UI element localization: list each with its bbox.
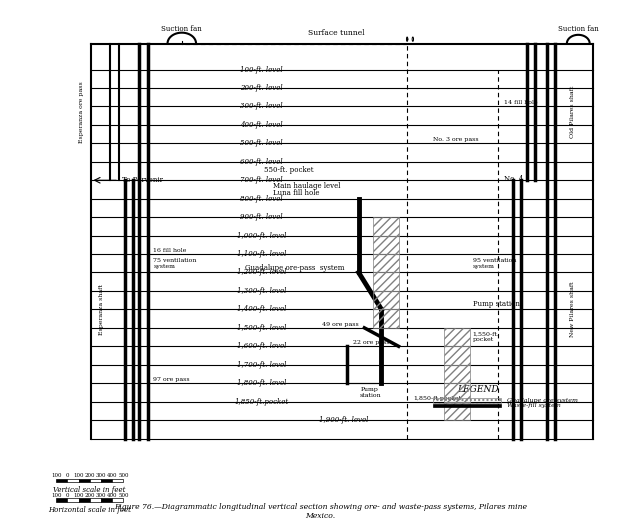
Text: Guadalupe ore system: Guadalupe ore system [507,398,578,403]
Text: 1,900-ft. level: 1,900-ft. level [319,416,368,424]
Bar [433,404,501,407]
Bar [444,346,470,365]
Bar [373,272,399,291]
Text: 500-ft. level: 500-ft. level [240,139,283,147]
Text: 1,500-ft. level: 1,500-ft. level [237,324,287,332]
Text: Vertical scale in feet: Vertical scale in feet [53,486,126,494]
Text: Esperanza ore pass: Esperanza ore pass [79,81,85,143]
Bar [373,254,399,272]
Text: New Pilares shaft: New Pilares shaft [570,281,575,337]
Text: Guadalupe ore-pass  system: Guadalupe ore-pass system [245,264,344,271]
Text: 300: 300 [96,493,106,497]
Text: 200: 200 [85,493,95,497]
Text: 300: 300 [96,473,106,478]
Text: 100: 100 [73,473,84,478]
Text: Figure 76.—Diagrammatic longitudinal vertical section showing ore- and waste-pas: Figure 76.—Diagrammatic longitudinal ver… [114,503,527,520]
Bar [56,479,67,482]
Text: 100-ft. level: 100-ft. level [240,65,283,74]
Text: 500: 500 [118,473,129,478]
Bar [444,402,470,420]
Text: 49 ore pass: 49 ore pass [322,322,359,326]
Text: 100: 100 [51,493,62,497]
Text: Suction fan: Suction fan [558,25,599,32]
Text: 600-ft. level: 600-ft. level [240,158,283,166]
Text: 95 ventilation
system: 95 ventilation system [473,258,516,269]
Text: 1,850-ft.pocket: 1,850-ft.pocket [413,396,461,401]
Text: No. 4: No. 4 [504,175,523,183]
Bar [444,383,470,402]
Bar [56,498,67,502]
Bar [101,479,112,482]
Text: 1,850-ft.pocket: 1,850-ft.pocket [235,397,289,406]
Bar [90,479,101,482]
Text: Esperanza shaft: Esperanza shaft [99,284,104,335]
Text: 100: 100 [73,493,84,497]
Text: 1,300-ft. level: 1,300-ft. level [237,287,287,295]
Text: 14 fill hole: 14 fill hole [504,100,538,105]
Text: 200-ft. level: 200-ft. level [240,84,283,92]
Text: 1,400-ft. level: 1,400-ft. level [237,305,287,313]
Bar [67,498,79,502]
Bar [101,498,112,502]
Text: 1,800-ft. level: 1,800-ft. level [237,379,287,387]
Bar [373,291,399,310]
Text: To Porvenir: To Porvenir [122,176,163,184]
Text: Horizontal scale in feet: Horizontal scale in feet [48,506,131,514]
Bar [112,479,123,482]
Text: 1,550-ft.
pocket: 1,550-ft. pocket [473,332,499,343]
Bar [67,479,79,482]
Text: 200: 200 [85,473,95,478]
Bar [90,498,101,502]
Text: 900-ft. level: 900-ft. level [240,213,283,221]
Text: 1,000-ft. level: 1,000-ft. level [237,232,287,240]
Text: 100: 100 [51,473,62,478]
Text: Old Pilares shaft: Old Pilares shaft [570,86,575,138]
Text: 0: 0 [65,473,69,478]
Text: 1,200-ft. level: 1,200-ft. level [237,268,287,277]
Bar [373,235,399,254]
Text: 1,600-ft. level: 1,600-ft. level [237,342,287,350]
Text: No. 3 ore pass: No. 3 ore pass [433,137,478,142]
Bar [112,498,123,502]
Text: Suction fan: Suction fan [162,25,202,32]
Bar [433,399,501,403]
Text: Waste-fill system: Waste-fill system [507,403,561,408]
Text: Surface tunnel: Surface tunnel [308,29,364,37]
Text: LEGEND: LEGEND [458,385,499,394]
Text: 16 fill hole: 16 fill hole [153,248,187,253]
Text: Luna fill hole: Luna fill hole [273,189,320,197]
Text: 550-ft. pocket: 550-ft. pocket [263,166,313,174]
Text: 1,700-ft. level: 1,700-ft. level [237,361,287,369]
Text: 400: 400 [107,473,117,478]
Text: 0: 0 [65,493,69,497]
Text: 1,100-ft. level: 1,100-ft. level [237,250,287,258]
Text: 700-ft. level: 700-ft. level [240,176,283,184]
Text: 400: 400 [107,493,117,497]
Text: 800-ft. level: 800-ft. level [240,195,283,203]
Text: Main haulage level: Main haulage level [273,181,340,189]
Bar [444,328,470,346]
Text: 97 ore pass: 97 ore pass [153,377,190,382]
Text: Pump station: Pump station [473,300,520,308]
Bar [79,479,90,482]
Text: 500: 500 [118,493,129,497]
Text: 300-ft. level: 300-ft. level [240,103,283,110]
Bar [444,365,470,383]
Bar [79,498,90,502]
Bar [373,310,399,328]
Text: 75 ventilation
system: 75 ventilation system [153,258,197,269]
Text: Pump
station: Pump station [359,387,381,398]
Text: 400-ft. level: 400-ft. level [240,121,283,129]
Bar [373,217,399,235]
Text: 22 ore pass: 22 ore pass [353,340,390,345]
